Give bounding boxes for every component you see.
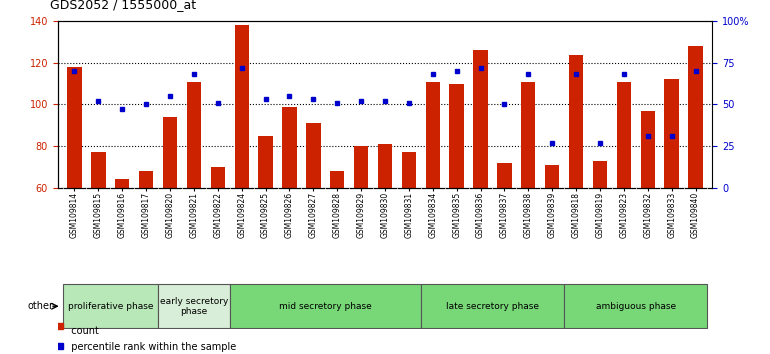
Bar	[521, 81, 535, 188]
Text: mid secretory phase: mid secretory phase	[279, 302, 372, 311]
Bar	[665, 80, 679, 188]
Text: early secretory
phase: early secretory phase	[159, 297, 228, 316]
Bar	[162, 117, 177, 188]
Bar	[402, 152, 416, 188]
Bar	[259, 136, 273, 188]
Text: proliferative phase: proliferative phase	[68, 302, 153, 311]
Text: late secretory phase: late secretory phase	[446, 302, 539, 311]
FancyBboxPatch shape	[421, 284, 564, 328]
Text: other: other	[28, 301, 54, 311]
Bar	[545, 165, 559, 188]
Bar	[497, 163, 511, 188]
Bar	[450, 84, 464, 188]
Bar	[187, 81, 201, 188]
Bar	[569, 55, 583, 188]
Bar	[211, 167, 225, 188]
Bar	[115, 179, 129, 188]
Bar	[67, 67, 82, 188]
Bar	[354, 146, 368, 188]
Text: GDS2052 / 1555000_at: GDS2052 / 1555000_at	[50, 0, 196, 11]
Bar	[617, 81, 631, 188]
FancyBboxPatch shape	[158, 284, 229, 328]
Bar	[139, 171, 153, 188]
Bar	[474, 50, 487, 188]
Text: percentile rank within the sample: percentile rank within the sample	[65, 342, 236, 352]
Bar	[593, 161, 608, 188]
FancyBboxPatch shape	[564, 284, 708, 328]
FancyBboxPatch shape	[229, 284, 421, 328]
FancyBboxPatch shape	[62, 284, 158, 328]
Text: ambiguous phase: ambiguous phase	[596, 302, 676, 311]
Bar	[330, 171, 344, 188]
Bar	[426, 81, 440, 188]
Bar	[283, 107, 296, 188]
Bar	[378, 144, 392, 188]
Bar	[235, 25, 249, 188]
Text: count: count	[65, 326, 99, 336]
Bar	[306, 123, 320, 188]
Bar	[641, 111, 655, 188]
Bar	[688, 46, 703, 188]
Bar	[91, 152, 105, 188]
